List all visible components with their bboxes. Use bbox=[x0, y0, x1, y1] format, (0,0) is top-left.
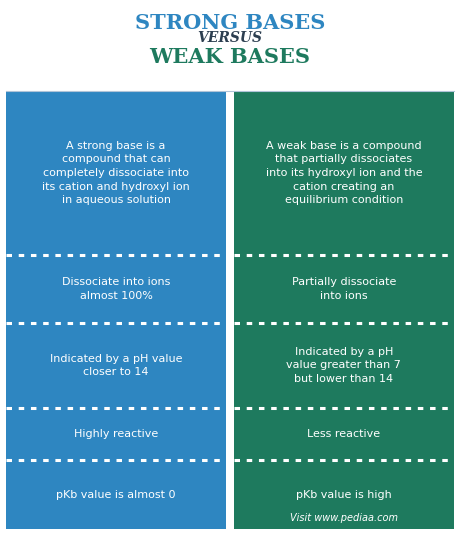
Bar bbox=[6, 255, 226, 323]
Bar bbox=[233, 255, 453, 323]
Text: Partially dissociate
into ions: Partially dissociate into ions bbox=[291, 277, 395, 301]
Text: Visit www.pediaa.com: Visit www.pediaa.com bbox=[289, 513, 397, 523]
Bar bbox=[233, 91, 453, 255]
Text: Dissociate into ions
almost 100%: Dissociate into ions almost 100% bbox=[62, 277, 170, 301]
Text: A weak base is a compound
that partially dissociates
into its hydroxyl ion and t: A weak base is a compound that partially… bbox=[265, 141, 421, 205]
Bar bbox=[6, 91, 226, 255]
Text: VERSUS: VERSUS bbox=[197, 31, 262, 45]
Text: Highly reactive: Highly reactive bbox=[74, 429, 158, 439]
Text: Indicated by a pH value
closer to 14: Indicated by a pH value closer to 14 bbox=[50, 354, 182, 378]
Bar bbox=[233, 323, 453, 408]
Text: Indicated by a pH
value greater than 7
but lower than 14: Indicated by a pH value greater than 7 b… bbox=[286, 347, 400, 384]
Bar bbox=[6, 408, 226, 460]
Text: pKb value is almost 0: pKb value is almost 0 bbox=[56, 490, 175, 499]
Text: STRONG BASES: STRONG BASES bbox=[134, 13, 325, 33]
Bar bbox=[233, 460, 453, 529]
Text: A strong base is a
compound that can
completely dissociate into
its cation and h: A strong base is a compound that can com… bbox=[42, 141, 190, 205]
Bar bbox=[6, 323, 226, 408]
Bar bbox=[6, 460, 226, 529]
Bar bbox=[233, 408, 453, 460]
Text: pKb value is high: pKb value is high bbox=[295, 490, 391, 499]
Text: Less reactive: Less reactive bbox=[307, 429, 380, 439]
Text: WEAK BASES: WEAK BASES bbox=[149, 47, 310, 67]
